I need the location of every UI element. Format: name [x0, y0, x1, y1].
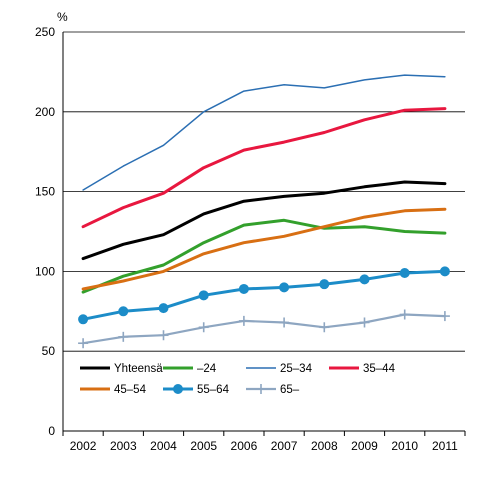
- legend-item-4: 45–54: [80, 384, 147, 396]
- x-tick-label: 2005: [190, 439, 217, 453]
- x-tick-label: 2002: [70, 439, 97, 453]
- series-line: [81, 269, 447, 321]
- series-line: [81, 107, 447, 229]
- series-0: [81, 180, 447, 261]
- data-point: [198, 322, 209, 333]
- legend-label: 25–34: [280, 363, 313, 375]
- data-point: [238, 315, 249, 326]
- series-line: [81, 218, 447, 294]
- y-tick-label: 150: [35, 185, 55, 199]
- grid-lines: [63, 31, 465, 352]
- data-point: [238, 283, 249, 294]
- data-point: [198, 290, 209, 301]
- legend-label: 55–64: [197, 384, 230, 396]
- series-1: [81, 218, 447, 294]
- x-tick-label: 2007: [271, 439, 298, 453]
- y-tick-label: 50: [42, 344, 56, 358]
- y-tick-label: 250: [35, 25, 55, 39]
- data-point: [439, 266, 450, 277]
- series-line: [82, 74, 446, 191]
- data-point: [399, 267, 410, 278]
- legend-label: 35–44: [363, 363, 396, 375]
- x-tick-label: 2010: [391, 439, 418, 453]
- x-tick-label: 2011: [432, 439, 458, 453]
- data-point: [118, 331, 129, 342]
- data-point: [158, 303, 169, 314]
- legend-label: Yhteensä: [114, 363, 163, 375]
- x-tick-label: 2006: [231, 439, 258, 453]
- legend-item-6: 65–: [246, 384, 300, 396]
- data-point: [78, 314, 89, 325]
- x-tick-label: 2008: [311, 439, 338, 453]
- data-point: [399, 309, 410, 320]
- data-point: [439, 311, 450, 322]
- y-axis-ticks: 0 50 100 150 200 250: [35, 25, 55, 438]
- x-tick-label: 2004: [150, 439, 177, 453]
- x-tick-label: 2009: [351, 439, 378, 453]
- series-2: [82, 74, 446, 191]
- data-point: [319, 279, 330, 290]
- y-tick-label: 100: [35, 264, 55, 278]
- data-point: [78, 338, 89, 349]
- series-6: [78, 309, 450, 349]
- legend-item-5: 55–64: [163, 384, 230, 396]
- data-point: [158, 330, 169, 341]
- legend-marker: [173, 384, 183, 394]
- y-tick-label: 0: [48, 424, 55, 438]
- x-axis-ticks: 2002 2003 2004 2005 2006 2007 2008 2009 2010 2011: [62, 431, 466, 453]
- legend-item-3: 35–44: [329, 363, 396, 375]
- series-line: [81, 180, 447, 261]
- data-point: [279, 282, 290, 293]
- y-tick-label: 200: [35, 105, 55, 119]
- data-point: [118, 306, 129, 317]
- series-group: [78, 74, 450, 349]
- series-line: [81, 207, 447, 291]
- legend-item-1: –24: [163, 363, 217, 375]
- legend-label: 45–54: [114, 384, 147, 396]
- legend-marker: [256, 384, 266, 394]
- series-line: [81, 313, 446, 345]
- data-point: [319, 322, 330, 333]
- series-5: [78, 266, 450, 325]
- x-tick-label: 2003: [110, 439, 137, 453]
- legend-label: 65–: [280, 384, 300, 396]
- series-3: [81, 107, 447, 229]
- data-point: [359, 274, 370, 285]
- legend-label: –24: [197, 363, 217, 375]
- y-axis-unit: %: [57, 10, 68, 24]
- data-point: [359, 317, 370, 328]
- legend: Yhteensä –24 25–34 35–44 45–54 55–64 65–: [80, 363, 396, 396]
- legend-item-2: 25–34: [246, 363, 313, 375]
- data-point: [279, 317, 290, 328]
- series-4: [81, 207, 447, 291]
- legend-item-0: Yhteensä: [80, 363, 163, 375]
